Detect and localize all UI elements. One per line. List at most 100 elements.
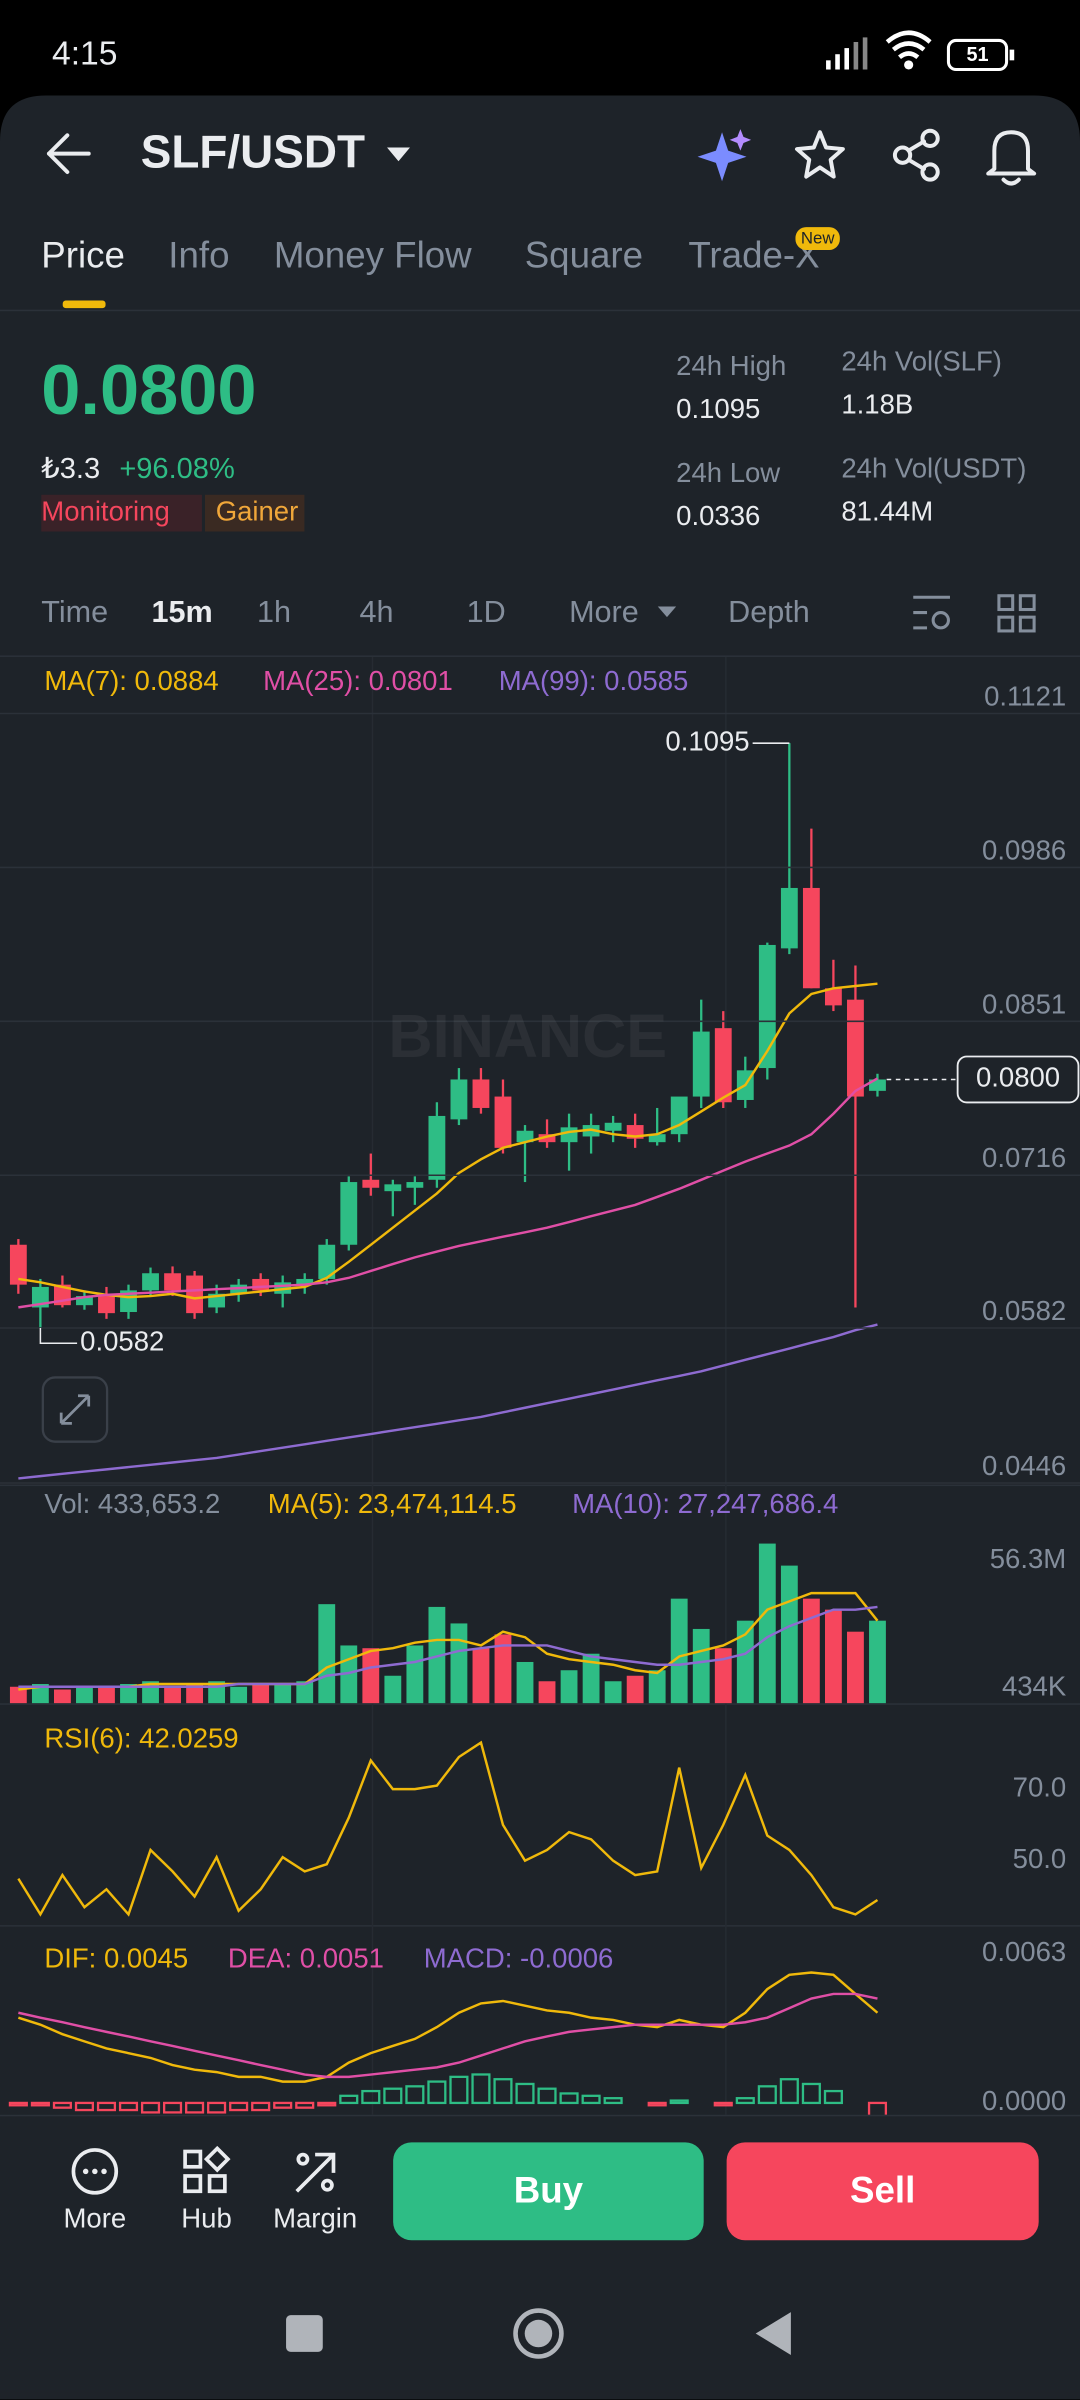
interval[interactable]: 1h — [257, 595, 291, 629]
more-dropdown[interactable] — [657, 606, 677, 618]
panel-divider — [0, 1925, 1080, 1927]
interval[interactable]: 4h — [359, 595, 393, 629]
macd-bar — [162, 2101, 183, 2114]
macd-bar — [559, 2092, 579, 2105]
candle-body — [847, 999, 864, 1097]
indicator-line — [18, 1992, 878, 2079]
tab[interactable]: Money Flow — [274, 234, 472, 275]
interval[interactable]: 1D — [467, 595, 506, 629]
buy-label[interactable]: Buy — [514, 2170, 584, 2211]
candle-body — [494, 1096, 512, 1148]
macd-bar — [52, 2101, 72, 2109]
expand-button[interactable] — [41, 1376, 109, 1443]
volume-bar — [230, 1686, 248, 1704]
layout-button[interactable] — [997, 594, 1036, 633]
pair-name[interactable]: SLF/USDT — [141, 125, 365, 177]
time-divider — [725, 656, 727, 2115]
action-label[interactable]: Hub — [181, 2203, 231, 2234]
candle-body — [472, 1079, 490, 1108]
macd-bar — [537, 2087, 557, 2105]
y-tick-label: 56.3M — [990, 1543, 1066, 1574]
macd-bar — [118, 2101, 139, 2112]
candle-body — [142, 1273, 159, 1291]
volume-bar — [274, 1684, 292, 1704]
macd-bar — [8, 2101, 28, 2107]
action-label[interactable]: More — [63, 2203, 126, 2234]
nav-home[interactable] — [513, 2308, 564, 2359]
watermark: BINANCE — [388, 1002, 667, 1070]
volume-bar — [692, 1628, 710, 1704]
y-tick-label: 0.0851 — [982, 988, 1066, 1019]
last-price: 0.0800 — [41, 350, 256, 429]
candle-body — [384, 1184, 402, 1192]
indicator-line — [18, 982, 878, 1300]
macd-bar — [669, 2099, 689, 2105]
candle-body — [450, 1079, 468, 1120]
hub-icon[interactable] — [183, 2145, 231, 2194]
legend-entry: MA(7): 0.0884 — [44, 665, 218, 696]
margin-icon[interactable] — [295, 2152, 336, 2193]
share-button[interactable] — [892, 128, 940, 182]
y-tick-label: 0.1121 — [984, 681, 1066, 712]
interval[interactable]: Depth — [728, 595, 810, 629]
tab[interactable]: Info — [168, 234, 229, 275]
macd-bar — [823, 2089, 843, 2105]
nav-back[interactable] — [755, 2312, 791, 2355]
macd-bar — [383, 2087, 403, 2105]
indicator-line — [18, 1323, 878, 1480]
tab[interactable]: Square — [525, 234, 643, 275]
sell-label[interactable]: Sell — [850, 2170, 915, 2211]
candle-body — [296, 1278, 314, 1285]
status-icons — [826, 30, 1015, 72]
pair-dropdown[interactable] — [387, 147, 410, 162]
y-tick-label: 0.0000 — [982, 2085, 1066, 2116]
buy-button[interactable] — [393, 2142, 704, 2241]
action-label[interactable]: Margin — [273, 2203, 357, 2234]
stat-value: 0.0336 — [676, 500, 760, 531]
volume-bar — [869, 1620, 886, 1704]
tag-bg — [41, 494, 202, 532]
more-icon[interactable] — [71, 2148, 119, 2195]
fiat-price: ₺3.3 — [41, 453, 100, 485]
macd-bar — [74, 2101, 95, 2112]
nav-recents[interactable] — [286, 2315, 323, 2352]
stat-label: 24h Low — [676, 457, 780, 488]
macd-bar — [317, 2101, 337, 2107]
favorite-button[interactable] — [795, 130, 845, 179]
volume-bar — [582, 1653, 600, 1704]
time-divider — [371, 656, 374, 2115]
interval[interactable]: 15m — [151, 595, 212, 629]
volume-bar — [824, 1609, 842, 1704]
volume-bar — [31, 1684, 49, 1704]
candle-body — [538, 1134, 556, 1143]
candle-body — [560, 1127, 578, 1143]
back-button[interactable] — [46, 133, 91, 174]
y-tick-label: 0.0716 — [982, 1142, 1066, 1173]
macd-bar — [229, 2101, 249, 2112]
tag[interactable]: Gainer — [216, 495, 299, 526]
legend-entry: MA(25): 0.0801 — [263, 665, 453, 696]
volume-bar — [9, 1686, 27, 1704]
macd-bar — [339, 2094, 359, 2105]
macd-bar — [471, 2073, 491, 2105]
interval[interactable]: Time — [41, 595, 108, 629]
tag[interactable]: Monitoring — [41, 495, 169, 526]
alert-button[interactable] — [986, 130, 1037, 186]
macd-bar — [713, 2101, 733, 2107]
stat-value: 81.44M — [841, 495, 933, 526]
macd-bar — [779, 2078, 799, 2105]
tab[interactable]: Price — [41, 234, 125, 275]
y-tick-label: 0.0582 — [982, 1295, 1066, 1326]
sell-button[interactable] — [726, 2142, 1039, 2241]
macd-bar — [30, 2101, 50, 2107]
volume-bar — [98, 1686, 115, 1704]
battery-level: 51 — [966, 44, 988, 66]
legend-entry: MA(99): 0.0585 — [499, 665, 689, 696]
interval[interactable]: More — [569, 595, 639, 629]
y-tick-label: 70.0 — [1013, 1771, 1067, 1802]
volume-bar — [604, 1681, 622, 1704]
candle-body — [692, 1031, 710, 1097]
candle-body — [780, 887, 798, 949]
ai-button[interactable] — [697, 129, 752, 182]
indicator-settings[interactable] — [913, 595, 950, 630]
